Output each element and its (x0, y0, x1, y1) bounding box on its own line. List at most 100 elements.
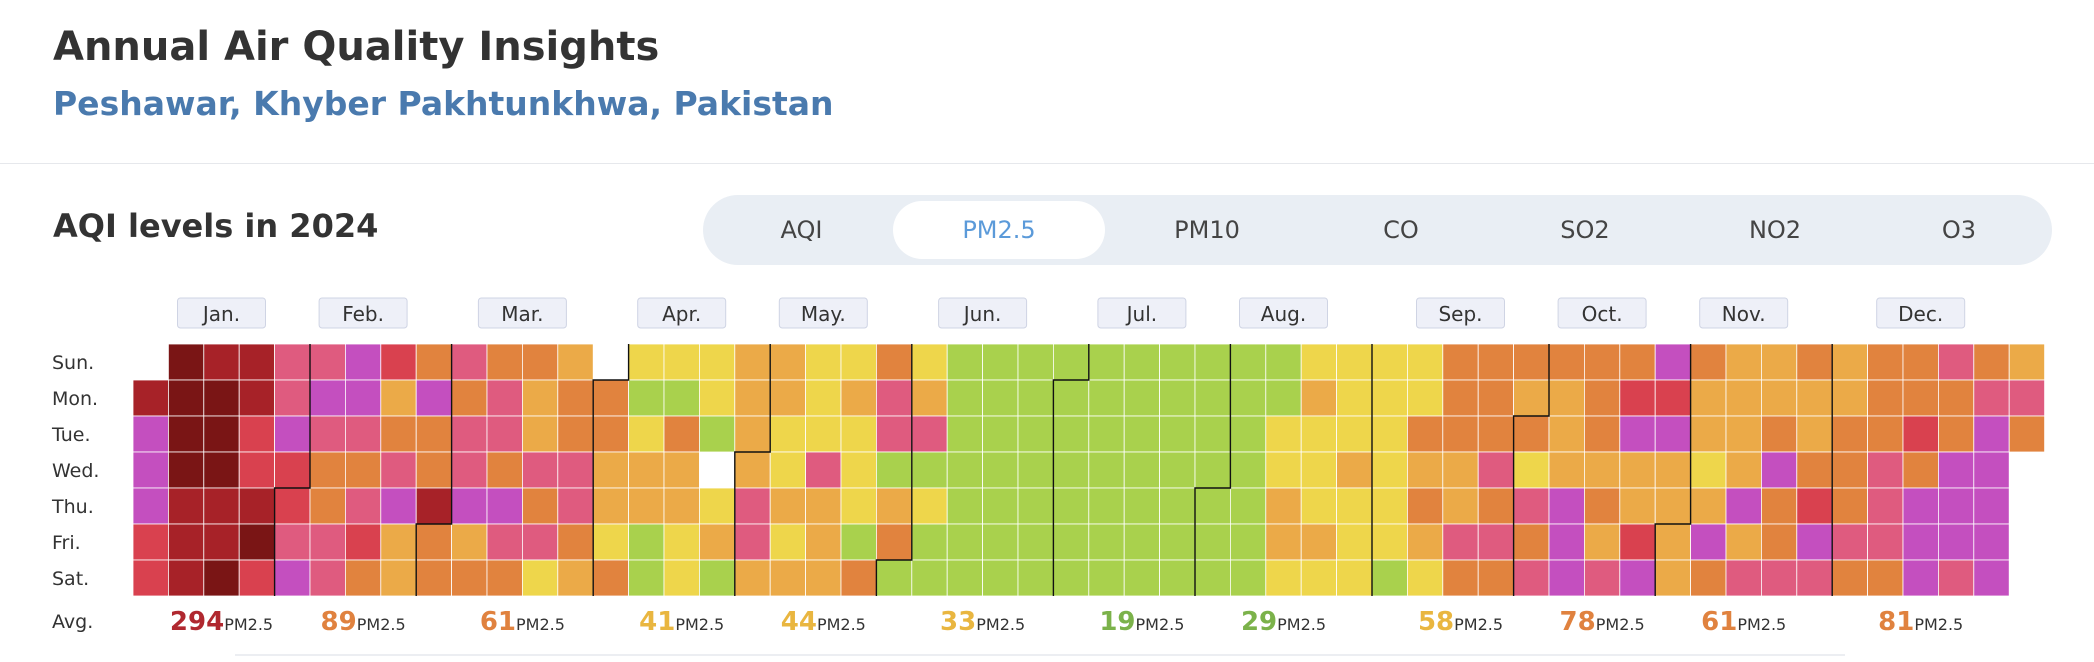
heatmap-cell[interactable] (1973, 559, 2010, 597)
heatmap-cell[interactable] (1230, 487, 1267, 525)
heatmap-cell[interactable] (274, 451, 311, 489)
heatmap-cell[interactable] (486, 451, 523, 489)
heatmap-cell[interactable] (1548, 451, 1585, 489)
heatmap-cell[interactable] (1690, 415, 1727, 453)
heatmap-cell[interactable] (805, 487, 842, 525)
heatmap-cell[interactable] (557, 559, 594, 597)
heatmap-cell[interactable] (1159, 487, 1196, 525)
heatmap-cell[interactable] (1265, 559, 1302, 597)
heatmap-cell[interactable] (522, 523, 559, 561)
heatmap-cell[interactable] (415, 559, 453, 597)
heatmap-cell[interactable] (1938, 523, 1975, 561)
heatmap-cell[interactable] (344, 451, 382, 489)
heatmap-cell[interactable] (946, 559, 984, 597)
heatmap-cell[interactable] (1159, 379, 1196, 417)
heatmap-cell[interactable] (1230, 559, 1267, 597)
heatmap-cell[interactable] (840, 343, 877, 381)
heatmap-cell[interactable] (1654, 451, 1691, 489)
heatmap-cell[interactable] (1902, 451, 1939, 489)
heatmap-cell[interactable] (1973, 343, 2010, 381)
heatmap-cell[interactable] (1513, 379, 1550, 417)
heatmap-cell[interactable] (628, 523, 665, 561)
heatmap-cell[interactable] (1938, 451, 1975, 489)
heatmap-cell[interactable] (805, 523, 842, 561)
heatmap-cell[interactable] (557, 487, 594, 525)
heatmap-cell[interactable] (1973, 523, 2010, 561)
heatmap-cell[interactable] (1831, 451, 1868, 489)
heatmap-cell[interactable] (1796, 379, 1833, 417)
heatmap-cell[interactable] (1442, 559, 1479, 597)
heatmap-cell[interactable] (876, 379, 913, 417)
heatmap-cell[interactable] (451, 523, 488, 561)
heatmap-cell[interactable] (1407, 487, 1444, 525)
heatmap-cell[interactable] (734, 451, 771, 489)
heatmap-cell[interactable] (451, 487, 488, 525)
heatmap-cell[interactable] (769, 451, 807, 489)
heatmap-cell[interactable] (1265, 487, 1302, 525)
heatmap-cell[interactable] (946, 415, 984, 453)
heatmap-cell[interactable] (1761, 487, 1798, 525)
heatmap-cell[interactable] (1159, 523, 1196, 561)
heatmap-cell[interactable] (1123, 343, 1160, 381)
heatmap-cell[interactable] (1513, 451, 1550, 489)
heatmap-cell[interactable] (1053, 559, 1090, 597)
heatmap-cell[interactable] (1371, 487, 1408, 525)
heatmap-cell[interactable] (1159, 451, 1196, 489)
heatmap-cell[interactable] (1619, 487, 1656, 525)
heatmap-cell[interactable] (1194, 487, 1231, 525)
heatmap-cell[interactable] (840, 559, 877, 597)
heatmap-cell[interactable] (1407, 343, 1444, 381)
heatmap-cell[interactable] (1513, 487, 1550, 525)
heatmap-cell[interactable] (1265, 415, 1302, 453)
heatmap-cell[interactable] (1123, 415, 1160, 453)
heatmap-cell[interactable] (1477, 379, 1514, 417)
heatmap-cell[interactable] (1053, 523, 1090, 561)
heatmap-cell[interactable] (557, 451, 594, 489)
heatmap-cell[interactable] (1584, 451, 1621, 489)
heatmap-cell[interactable] (132, 559, 169, 597)
heatmap-cell[interactable] (238, 415, 275, 453)
heatmap-cell[interactable] (344, 415, 382, 453)
heatmap-cell[interactable] (1584, 415, 1621, 453)
heatmap-cell[interactable] (1371, 451, 1408, 489)
heatmap-cell[interactable] (1053, 487, 1090, 525)
heatmap-cell[interactable] (1159, 559, 1196, 597)
heatmap-cell[interactable] (486, 559, 523, 597)
heatmap-cell[interactable] (1725, 451, 1762, 489)
tab-no2[interactable]: NO2 (1683, 201, 1867, 259)
heatmap-cell[interactable] (274, 559, 311, 597)
heatmap-cell[interactable] (522, 451, 559, 489)
heatmap-cell[interactable] (1336, 451, 1373, 489)
heatmap-cell[interactable] (1407, 523, 1444, 561)
heatmap-cell[interactable] (274, 487, 311, 525)
heatmap-cell[interactable] (1761, 415, 1798, 453)
heatmap-cell[interactable] (1867, 343, 1904, 381)
heatmap-cell[interactable] (557, 415, 594, 453)
heatmap-cell[interactable] (1442, 343, 1479, 381)
heatmap-cell[interactable] (451, 379, 488, 417)
heatmap-cell[interactable] (1477, 415, 1514, 453)
heatmap-cell[interactable] (1619, 343, 1656, 381)
heatmap-cell[interactable] (1690, 487, 1727, 525)
heatmap-cell[interactable] (805, 379, 842, 417)
heatmap-cell[interactable] (663, 487, 700, 525)
heatmap-cell[interactable] (1194, 379, 1231, 417)
heatmap-cell[interactable] (415, 487, 453, 525)
heatmap-cell[interactable] (309, 487, 346, 525)
heatmap-cell[interactable] (1088, 343, 1125, 381)
heatmap-cell[interactable] (1725, 487, 1762, 525)
heatmap-cell[interactable] (380, 559, 417, 597)
heatmap-cell[interactable] (380, 523, 417, 561)
heatmap-cell[interactable] (274, 523, 311, 561)
heatmap-cell[interactable] (1796, 523, 1833, 561)
heatmap-cell[interactable] (1194, 559, 1231, 597)
heatmap-cell[interactable] (1584, 559, 1621, 597)
tab-pm25[interactable]: PM2.5 (893, 201, 1105, 259)
heatmap-cell[interactable] (805, 343, 842, 381)
heatmap-cell[interactable] (380, 415, 417, 453)
heatmap-cell[interactable] (344, 559, 382, 597)
heatmap-cell[interactable] (1938, 379, 1975, 417)
heatmap-cell[interactable] (1194, 523, 1231, 561)
heatmap-cell[interactable] (1619, 451, 1656, 489)
heatmap-cell[interactable] (1831, 523, 1868, 561)
